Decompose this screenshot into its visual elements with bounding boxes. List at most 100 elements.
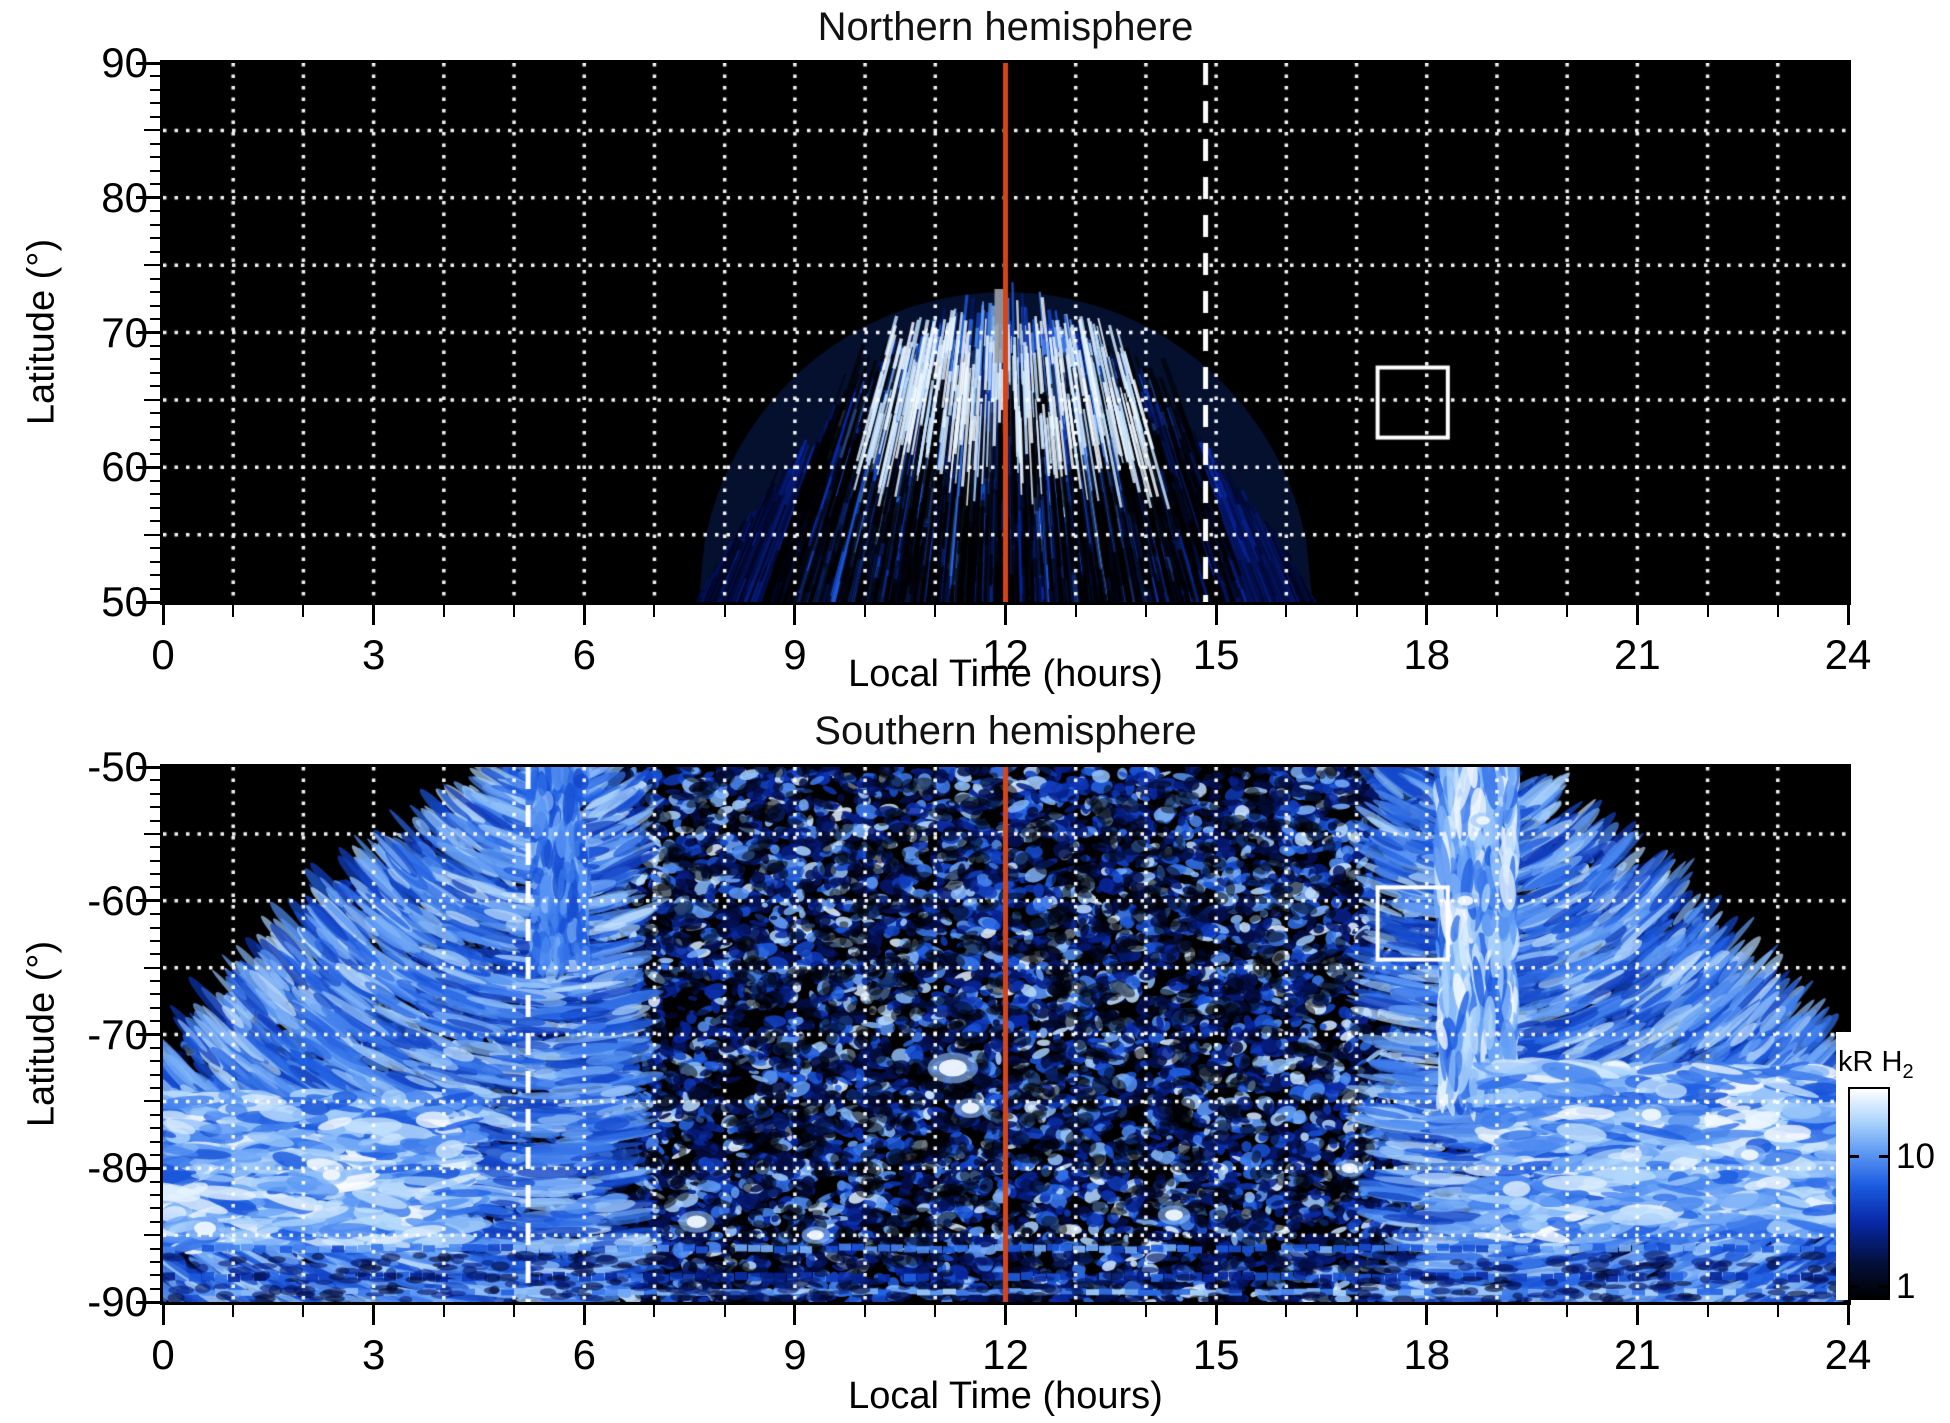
y-axis-tick — [150, 318, 160, 321]
south-x-axis-title: Local Time (hours) — [848, 1375, 1163, 1417]
x-axis-tick — [1566, 605, 1569, 617]
y-tick-label: 80 — [101, 173, 148, 221]
y-axis-tick — [150, 846, 160, 849]
y-axis-tick — [150, 913, 160, 916]
x-axis-tick — [302, 605, 305, 617]
x-tick-label: 6 — [572, 1331, 596, 1378]
y-axis-tick — [150, 926, 160, 929]
y-axis-tick — [150, 1274, 160, 1277]
x-axis-tick — [1846, 605, 1850, 625]
y-axis-tick — [150, 939, 160, 942]
x-axis-tick — [302, 1305, 305, 1317]
y-axis-tick — [150, 169, 160, 172]
y-axis-tick — [136, 465, 160, 469]
y-axis-tick — [144, 264, 160, 267]
x-axis-tick — [1004, 1305, 1007, 1325]
x-tick-label: 18 — [1403, 1331, 1451, 1378]
x-axis-tick — [1285, 1305, 1288, 1317]
x-tick-label: 15 — [1192, 1331, 1240, 1378]
y-axis-tick — [150, 75, 160, 78]
x-axis-tick — [513, 605, 516, 617]
x-axis-tick — [793, 605, 797, 625]
x-axis-tick — [793, 1305, 797, 1325]
y-tick-label: -70 — [87, 1010, 148, 1058]
x-axis-tick — [653, 1305, 656, 1317]
x-axis-tick — [582, 605, 586, 625]
y-axis-tick — [150, 412, 160, 415]
y-axis-tick — [150, 1087, 160, 1089]
y-axis-tick — [150, 873, 160, 875]
y-axis-tick — [150, 237, 160, 240]
x-axis-tick — [1706, 605, 1709, 617]
y-axis-tick — [144, 129, 160, 132]
y-axis-tick — [136, 600, 160, 604]
y-axis-tick — [136, 1300, 160, 1304]
y-axis-tick — [150, 1180, 160, 1183]
y-axis-tick — [150, 291, 160, 294]
x-tick-label: 21 — [1614, 631, 1661, 678]
x-axis-tick — [1566, 1305, 1569, 1317]
x-tick-label: 24 — [1824, 631, 1872, 678]
y-axis-tick — [150, 779, 160, 782]
y-axis-tick — [150, 574, 160, 577]
x-axis-tick — [1074, 605, 1077, 617]
x-axis-tick — [1706, 1305, 1709, 1317]
y-axis-tick — [150, 1006, 160, 1009]
y-axis-tick — [150, 953, 160, 956]
x-axis-tick — [864, 605, 867, 617]
y-axis-tick — [136, 331, 160, 334]
y-axis-tick — [150, 183, 160, 186]
y-axis-tick — [150, 1260, 160, 1263]
y-axis-tick — [150, 806, 160, 809]
x-axis-tick — [372, 1305, 376, 1325]
x-axis-tick — [1776, 1305, 1779, 1317]
x-axis-tick — [1425, 605, 1429, 625]
colorbar-tick — [1850, 1155, 1859, 1159]
y-axis-tick — [150, 520, 160, 523]
y-axis-tick — [144, 832, 160, 835]
y-axis-tick — [150, 819, 160, 822]
x-axis-tick — [1495, 1305, 1498, 1317]
x-tick-label: 12 — [982, 631, 1029, 678]
y-axis-tick — [150, 1127, 160, 1130]
x-tick-label: 6 — [572, 631, 596, 678]
x-axis-tick — [161, 605, 165, 625]
x-tick-label: 9 — [783, 631, 807, 678]
y-axis-tick — [150, 1207, 160, 1210]
x-axis-tick — [1495, 605, 1498, 617]
south-heatmap-canvas — [163, 767, 1848, 1302]
colorbar — [1848, 1087, 1890, 1300]
x-axis-tick — [1425, 1305, 1429, 1325]
colorbar-label-main: kR H — [1838, 1046, 1903, 1078]
x-axis-tick — [513, 1305, 516, 1317]
x-axis-tick — [161, 1305, 165, 1325]
y-axis-tick — [150, 1060, 160, 1063]
y-axis-tick — [150, 250, 160, 253]
y-axis-tick — [150, 439, 160, 442]
y-axis-tick — [150, 304, 160, 307]
y-axis-tick — [144, 1100, 160, 1103]
y-axis-tick — [150, 88, 160, 91]
y-axis-tick — [150, 371, 160, 374]
colorbar-label-sub: 2 — [1902, 1060, 1914, 1083]
x-tick-label: 9 — [783, 1331, 807, 1378]
y-axis-tick — [150, 1287, 160, 1290]
x-axis-tick — [1635, 1305, 1639, 1325]
y-axis-tick — [150, 1153, 160, 1156]
y-axis-tick — [150, 547, 160, 550]
colorbar-tick — [1879, 1155, 1888, 1159]
y-tick-label: 90 — [101, 39, 148, 86]
x-axis-tick — [864, 1305, 867, 1317]
colorbar-tick-label: 1 — [1896, 1266, 1916, 1306]
y-axis-tick — [150, 1073, 160, 1076]
x-axis-tick — [653, 605, 656, 617]
x-axis-tick — [934, 1305, 937, 1317]
x-axis-tick — [723, 1305, 726, 1317]
x-axis-tick — [1635, 605, 1639, 625]
y-tick-label: -50 — [87, 743, 148, 790]
y-axis-tick — [150, 210, 160, 213]
y-axis-tick — [144, 398, 160, 401]
y-axis-tick — [150, 1247, 160, 1250]
north-heatmap-canvas — [163, 63, 1848, 602]
